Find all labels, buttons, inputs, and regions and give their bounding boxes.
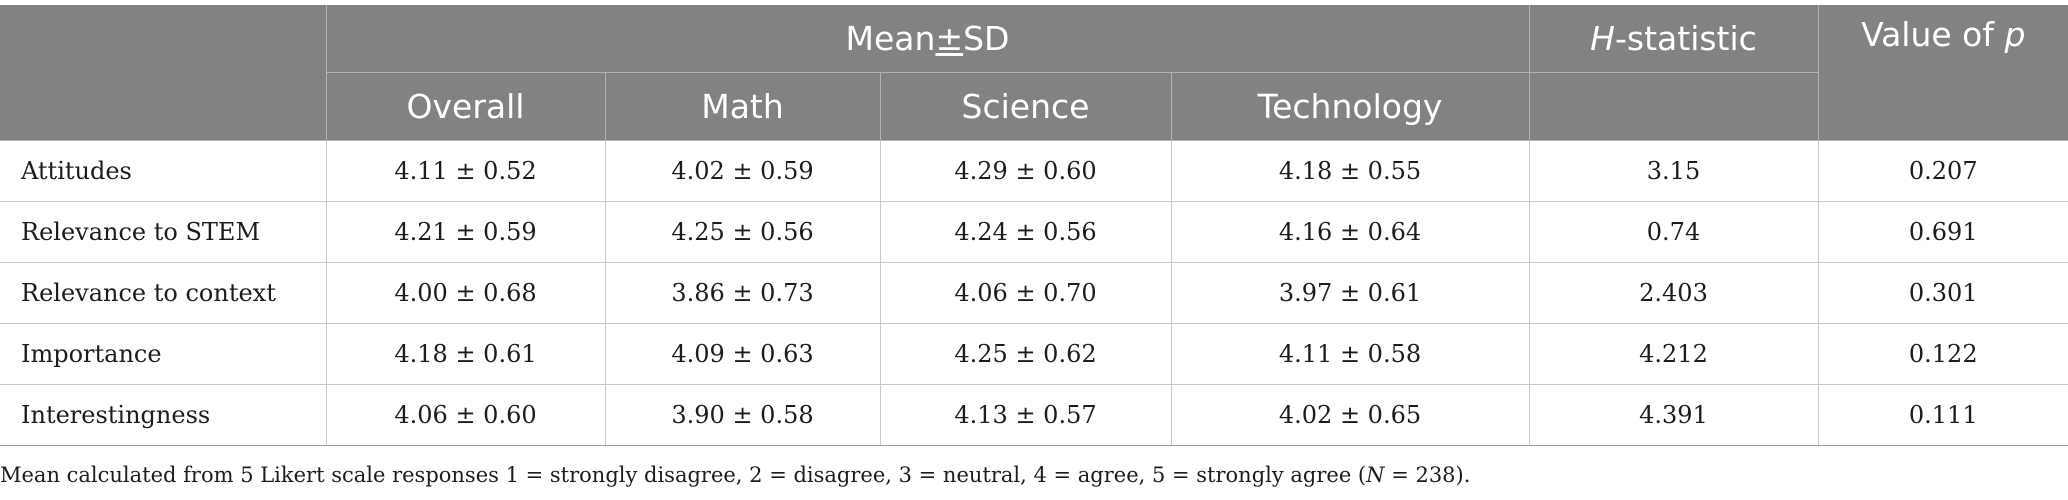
cell-h: 3.15 — [1529, 140, 1819, 202]
header-h-blank — [1529, 72, 1819, 141]
cell-math: 3.86 ± 0.73 — [605, 262, 881, 324]
sd-label: SD — [963, 19, 1010, 58]
h-rest: -statistic — [1615, 19, 1757, 58]
cell-technology: 4.11 ± 0.58 — [1171, 323, 1530, 385]
cell-technology: 4.18 ± 0.55 — [1171, 140, 1530, 202]
header-science: Science — [880, 72, 1172, 141]
plus-minus-sign: ± — [935, 19, 964, 58]
cell-science: 4.06 ± 0.70 — [880, 262, 1172, 324]
header-p-value: Value of p — [1818, 5, 2068, 141]
footnote-n-italic: N — [1366, 463, 1385, 487]
table-row: Relevance to STEM 4.21 ± 0.59 4.25 ± 0.5… — [0, 201, 2068, 263]
cell-technology: 4.02 ± 0.65 — [1171, 384, 1530, 446]
cell-h: 2.403 — [1529, 262, 1819, 324]
footnote-text: Mean calculated from 5 Likert scale resp… — [0, 463, 1367, 487]
cell-technology: 3.97 ± 0.61 — [1171, 262, 1530, 324]
cell-p: 0.122 — [1818, 323, 2068, 385]
table-row: Importance 4.18 ± 0.61 4.09 ± 0.63 4.25 … — [0, 323, 2068, 385]
table-footnote: Mean calculated from 5 Likert scale resp… — [0, 463, 1470, 487]
cell-overall: 4.11 ± 0.52 — [326, 140, 606, 202]
cell-math: 4.25 ± 0.56 — [605, 201, 881, 263]
p-italic: p — [2004, 15, 2026, 54]
cell-overall: 4.06 ± 0.60 — [326, 384, 606, 446]
cell-overall: 4.21 ± 0.59 — [326, 201, 606, 263]
cell-math: 4.02 ± 0.59 — [605, 140, 881, 202]
cell-p: 0.111 — [1818, 384, 2068, 446]
h-italic: H — [1590, 19, 1615, 58]
cell-science: 4.24 ± 0.56 — [880, 201, 1172, 263]
p-pre: Value of — [1861, 15, 2005, 54]
header-h-statistic: H-statistic — [1529, 5, 1819, 73]
header-mean-sd: Mean±SD — [326, 5, 1530, 73]
cell-technology: 4.16 ± 0.64 — [1171, 201, 1530, 263]
cell-overall: 4.00 ± 0.68 — [326, 262, 606, 324]
header-row-sub: Overall Math Science Technology — [0, 72, 2068, 141]
cell-math: 3.90 ± 0.58 — [605, 384, 881, 446]
cell-science: 4.13 ± 0.57 — [880, 384, 1172, 446]
cell-p: 0.301 — [1818, 262, 2068, 324]
table-row: Relevance to context 4.00 ± 0.68 3.86 ± … — [0, 262, 2068, 324]
row-label: Attitudes — [0, 140, 327, 202]
row-label: Relevance to STEM — [0, 201, 327, 263]
row-label: Interestingness — [0, 384, 327, 446]
cell-p: 0.207 — [1818, 140, 2068, 202]
table-row: Attitudes 4.11 ± 0.52 4.02 ± 0.59 4.29 ±… — [0, 140, 2068, 202]
cell-h: 4.391 — [1529, 384, 1819, 446]
header-blank-cell — [0, 5, 327, 141]
cell-science: 4.25 ± 0.62 — [880, 323, 1172, 385]
row-label: Importance — [0, 323, 327, 385]
cell-overall: 4.18 ± 0.61 — [326, 323, 606, 385]
cell-math: 4.09 ± 0.63 — [605, 323, 881, 385]
mean-label: Mean — [845, 19, 936, 58]
row-label: Relevance to context — [0, 262, 327, 324]
results-table: Mean±SD H-statistic Value of p Overall M… — [0, 5, 2068, 446]
footnote-n-value: = 238). — [1384, 463, 1471, 487]
cell-h: 0.74 — [1529, 201, 1819, 263]
cell-h: 4.212 — [1529, 323, 1819, 385]
table-row: Interestingness 4.06 ± 0.60 3.90 ± 0.58 … — [0, 384, 2068, 446]
cell-science: 4.29 ± 0.60 — [880, 140, 1172, 202]
cell-p: 0.691 — [1818, 201, 2068, 263]
header-overall: Overall — [326, 72, 606, 141]
header-technology: Technology — [1171, 72, 1530, 141]
header-row-top: Mean±SD H-statistic Value of p — [0, 5, 2068, 141]
header-math: Math — [605, 72, 881, 141]
